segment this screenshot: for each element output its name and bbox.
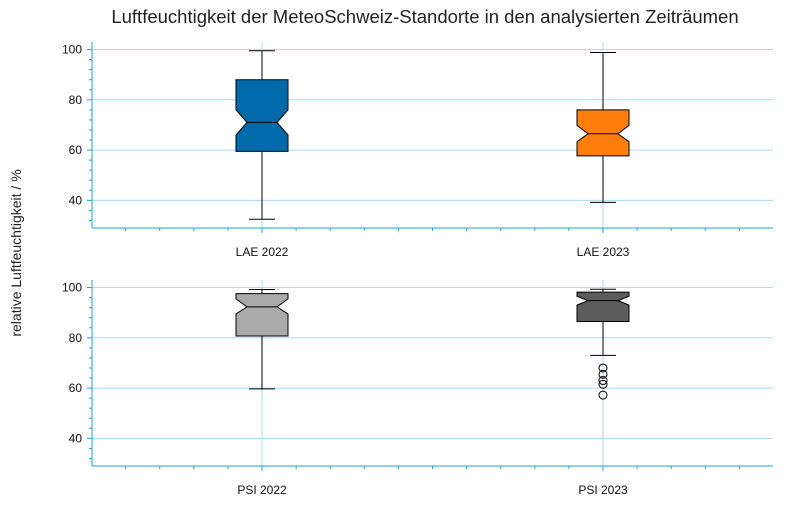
y-tick-label: 40 (69, 431, 83, 445)
y-tick-label: 60 (69, 143, 83, 157)
x-tick-label: PSI 2023 (578, 483, 628, 497)
box-body (576, 109, 630, 157)
x-tick-label: LAE 2023 (577, 245, 630, 259)
panel-2: 40 60 80 100 PSI 2022 PSI 2023 (62, 280, 773, 497)
y-tick-label: 80 (69, 331, 83, 345)
x-tick-label: PSI 2022 (237, 483, 287, 497)
outlier-point (598, 376, 608, 386)
box-body (576, 291, 630, 322)
outlier-point (598, 369, 608, 379)
y-tick-label: 100 (62, 43, 82, 57)
box-body (235, 79, 289, 152)
box-lae-2022 (235, 50, 289, 220)
box-psi-2022 (235, 289, 289, 390)
y-tick-label: 80 (69, 93, 83, 107)
y-tick-label: 100 (62, 281, 82, 295)
box-psi-2023 (576, 288, 630, 400)
chart-title: Luftfeuchtigkeit der MeteoSchweiz-Stando… (111, 6, 739, 27)
outlier-point (598, 363, 608, 373)
outlier-point (598, 390, 608, 400)
box-body (235, 293, 289, 337)
box-lae-2023 (576, 52, 630, 203)
outlier-point (598, 379, 608, 389)
x-tick-label: LAE 2022 (236, 245, 289, 259)
y-tick-label: 40 (69, 193, 83, 207)
y-tick-label: 60 (69, 381, 83, 395)
panel-1: 40 60 80 100 LAE 2022 LAE 2023 (62, 42, 773, 259)
